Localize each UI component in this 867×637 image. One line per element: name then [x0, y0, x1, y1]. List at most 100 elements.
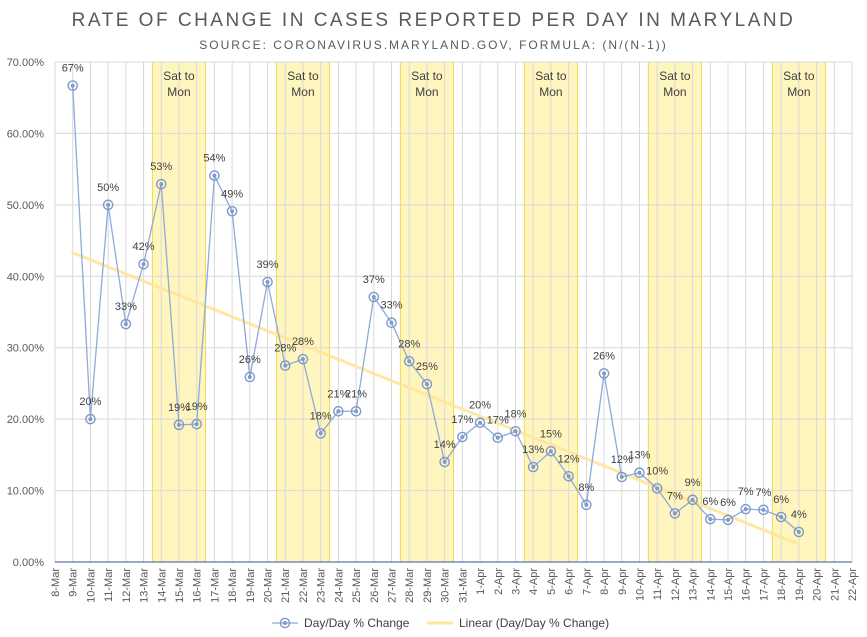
x-tick-label: 15-Mar — [174, 568, 186, 603]
data-point-center — [230, 209, 235, 214]
x-tick-label: 9-Mar — [68, 568, 80, 597]
data-label: 9% — [685, 477, 701, 489]
x-tick-label: 29-Mar — [422, 568, 434, 603]
y-tick-label: 0.00% — [13, 557, 44, 569]
x-tick-label: 24-Mar — [333, 568, 345, 603]
data-point-center — [283, 363, 288, 368]
series-line — [72, 85, 800, 533]
x-tick-label: 22-Apr — [847, 568, 859, 601]
data-point — [439, 456, 450, 468]
data-point — [403, 355, 415, 367]
data-point — [85, 413, 96, 425]
data-label: 49% — [221, 188, 243, 200]
x-tick-label: 27-Mar — [387, 568, 399, 603]
data-label: 8% — [578, 482, 594, 494]
data-point-center — [637, 470, 642, 475]
x-tick-label: 7-Apr — [581, 568, 593, 595]
data-point — [793, 526, 805, 538]
data-point — [368, 291, 380, 303]
data-point-center — [424, 382, 429, 387]
data-point — [474, 417, 486, 429]
data-point-center — [336, 409, 341, 414]
data-point — [191, 418, 202, 430]
data-label: 17% — [451, 414, 473, 426]
x-tick-label: 11-Apr — [652, 568, 664, 601]
data-label: 17% — [487, 415, 509, 427]
data-point — [492, 432, 504, 444]
data-label: 39% — [257, 259, 279, 271]
band-label: Sat to Mon — [659, 69, 691, 99]
x-tick-label: 11-Mar — [103, 568, 115, 602]
data-point-center — [708, 517, 713, 522]
data-point — [510, 425, 521, 437]
data-point — [527, 461, 539, 473]
data-label: 42% — [133, 241, 155, 253]
data-point — [616, 471, 628, 483]
data-point-center — [796, 530, 801, 534]
x-tick-label: 30-Mar — [440, 568, 452, 603]
data-point — [634, 467, 645, 479]
data-point — [226, 205, 238, 217]
data-point — [138, 258, 149, 270]
x-tick-label: 14-Mar — [156, 568, 168, 603]
legend-series-swatch-center — [283, 621, 287, 625]
data-point-center — [371, 295, 376, 299]
x-tick-label: 31-Mar — [457, 568, 469, 603]
x-tick-label: 10-Mar — [85, 568, 97, 603]
data-label: 15% — [540, 428, 562, 440]
data-label: 50% — [97, 182, 119, 194]
data-point — [120, 318, 132, 330]
y-tick-label: 40.00% — [7, 271, 45, 283]
data-label: 26% — [593, 350, 615, 362]
data-point — [333, 405, 344, 417]
y-tick-label: 10.00% — [7, 486, 45, 498]
data-point — [102, 199, 114, 211]
legend-series-swatch-marker — [279, 617, 291, 629]
data-label: 21% — [345, 388, 367, 400]
x-tick-label: 4-Apr — [528, 568, 540, 595]
data-point — [67, 80, 79, 91]
x-tick-label: 28-Mar — [404, 568, 416, 603]
data-label: 28% — [292, 336, 314, 348]
data-point — [244, 371, 256, 383]
data-point-center — [88, 417, 93, 422]
data-label: 6% — [773, 494, 789, 506]
data-label: 67% — [62, 63, 84, 75]
data-label: 53% — [150, 161, 172, 173]
x-tick-label: 18-Mar — [227, 568, 239, 603]
legend-trend-label: Linear (Day/Day % Change) — [459, 616, 609, 630]
data-point — [740, 503, 752, 515]
data-label: 13% — [628, 450, 650, 462]
x-tick-label: 17-Apr — [758, 568, 770, 601]
data-label: 7% — [755, 487, 771, 499]
data-point — [705, 513, 716, 525]
data-point-center — [726, 517, 731, 522]
data-label: 20% — [79, 396, 101, 408]
data-point-center — [495, 435, 500, 440]
x-tick-label: 6-Apr — [564, 568, 576, 595]
data-point-center — [265, 280, 270, 284]
data-point — [315, 428, 326, 439]
x-tick-label: 13-Apr — [688, 568, 700, 601]
data-point-center — [247, 375, 252, 379]
band-label: Sat to Mon — [783, 69, 815, 99]
data-point-center — [619, 475, 624, 479]
data-point — [581, 499, 592, 511]
data-point — [598, 368, 610, 379]
data-point-center — [106, 202, 111, 207]
data-point-center — [743, 507, 748, 512]
data-point-center — [389, 320, 394, 325]
data-point-center — [354, 409, 359, 414]
band-label: Sat to Mon — [163, 69, 195, 99]
x-tick-label: 18-Apr — [776, 568, 788, 601]
data-label: 33% — [380, 300, 402, 312]
data-label: 28% — [398, 338, 420, 350]
x-tick-label: 5-Apr — [546, 568, 558, 595]
x-tick-label: 22-Mar — [298, 568, 310, 603]
data-label: 18% — [310, 410, 332, 422]
data-point-center — [212, 173, 217, 178]
data-point — [457, 431, 468, 443]
x-tick-label: 19-Apr — [794, 568, 806, 601]
data-point-center — [548, 449, 553, 454]
